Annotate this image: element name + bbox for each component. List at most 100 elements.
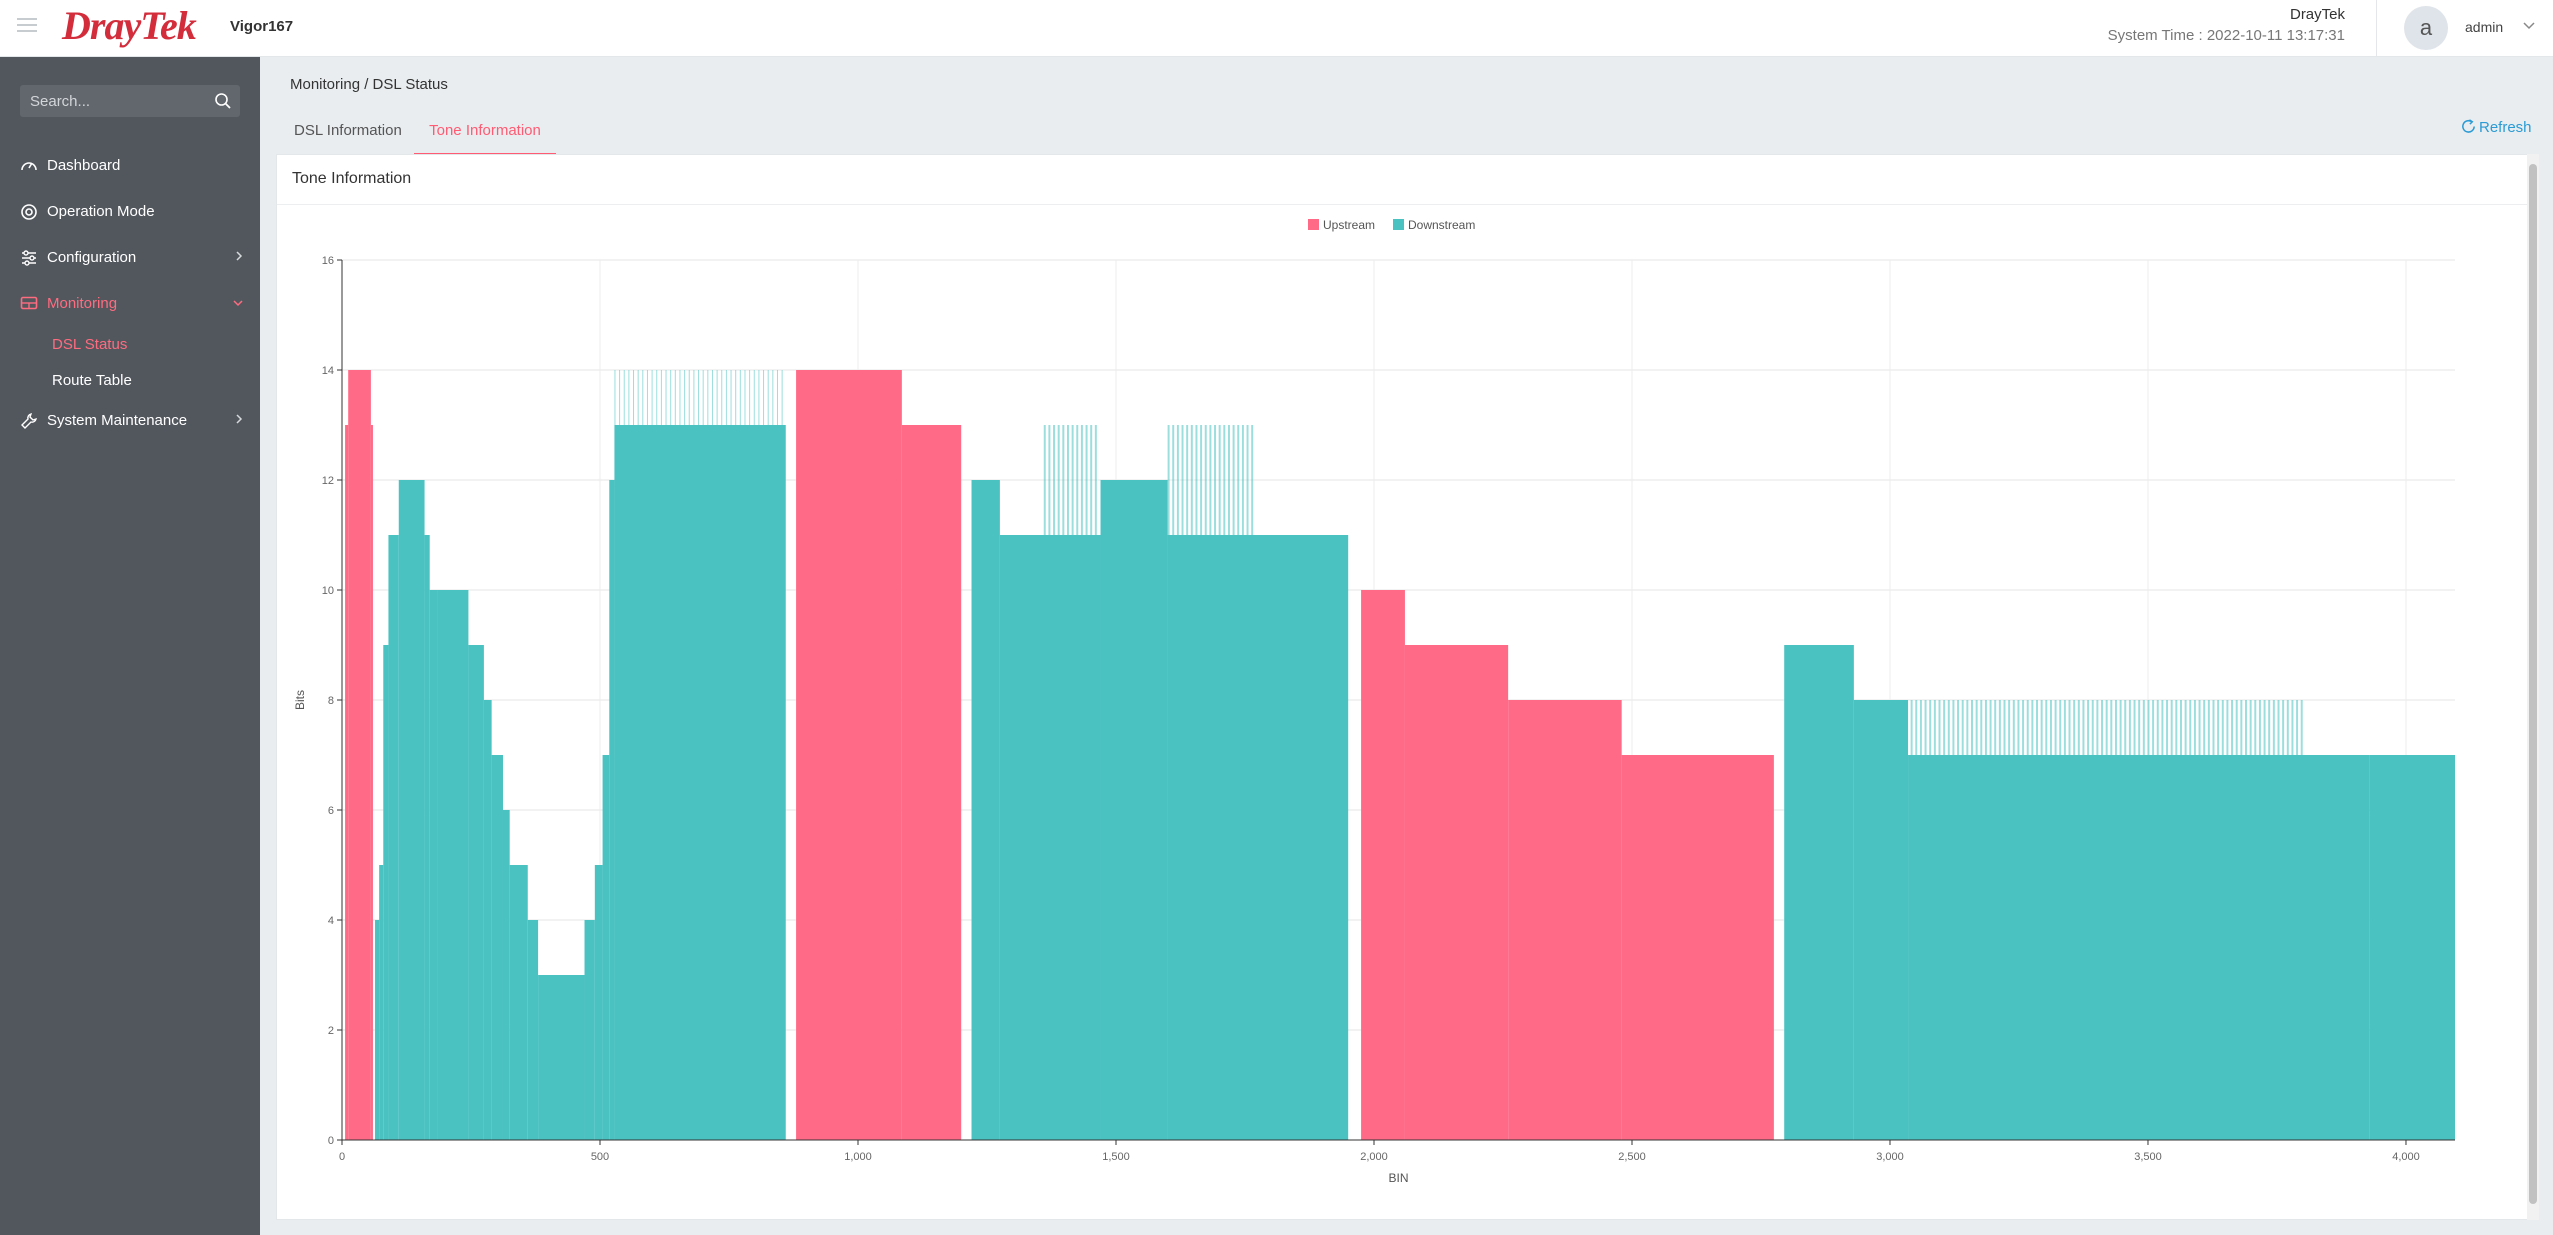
downstream-bar [999, 535, 1101, 1140]
y-tick-label: 16 [322, 255, 334, 267]
downstream-legend-label: Downstream [1408, 218, 1475, 232]
downstream-bar [388, 535, 399, 1140]
username[interactable]: admin [2465, 19, 2504, 35]
scrollbar-thumb[interactable] [2529, 164, 2537, 1204]
sidebar: Dashboard Operation Mode Configuration M… [0, 57, 260, 1235]
chart-legend: Upstream Downstream [1308, 218, 1475, 232]
upstream-bar [370, 425, 373, 1140]
upstream-bar [1404, 645, 1509, 1140]
chevron-right-icon [234, 250, 244, 265]
search-icon[interactable] [214, 92, 232, 110]
tab-dsl-information[interactable]: DSL Information [294, 113, 404, 153]
downstream-bar [491, 755, 503, 1140]
y-tick-label: 0 [328, 1135, 334, 1147]
monitor-icon [20, 296, 38, 310]
upstream-series [345, 370, 1774, 1140]
y-tick-label: 2 [328, 1025, 334, 1037]
chevron-down-icon [232, 296, 244, 311]
y-tick-label: 12 [322, 475, 334, 487]
menu-toggle-icon[interactable] [17, 18, 37, 38]
tab-tone-information[interactable]: Tone Information [414, 113, 556, 155]
device-model: Vigor167 [230, 18, 294, 35]
page-scrollbar[interactable] [2527, 154, 2539, 1220]
y-axis-label: Bits [293, 690, 307, 710]
upstream-bar [1361, 590, 1405, 1140]
wrench-icon [21, 413, 37, 429]
downstream-bar [424, 535, 430, 1140]
x-tick-label: 2,500 [1618, 1151, 1646, 1163]
downstream-bar [437, 590, 469, 1140]
device-name: DrayTek [2289, 6, 2345, 23]
sidebar-item-dashboard[interactable]: Dashboard [0, 146, 260, 186]
sidebar-subitem-dsl-status[interactable]: DSL Status [52, 336, 128, 353]
downstream-bar [502, 810, 510, 1140]
sidebar-item-label: Configuration [47, 249, 137, 266]
downstream-series [375, 370, 2455, 1140]
downstream-bar [609, 480, 615, 1140]
downstream-bar [584, 920, 595, 1140]
gauge-icon [21, 162, 37, 171]
x-tick-label: 0 [339, 1151, 345, 1163]
search-box[interactable] [20, 85, 240, 117]
y-tick-label: 4 [328, 915, 334, 927]
sidebar-item-label: Operation Mode [47, 203, 155, 220]
chevron-down-icon[interactable] [2522, 18, 2536, 35]
x-tick-label: 1,500 [1102, 1151, 1130, 1163]
refresh-button[interactable]: Refresh [2460, 118, 2532, 136]
upstream-bar [1508, 700, 1622, 1140]
upstream-bar [1621, 755, 1774, 1140]
operation-mode-icon [21, 204, 37, 220]
breadcrumb: Monitoring / DSL Status [290, 76, 448, 93]
refresh-label: Refresh [2479, 119, 2532, 136]
downstream-bar [429, 590, 438, 1140]
downstream-bar [2369, 755, 2455, 1140]
downstream-bar [468, 645, 484, 1140]
sidebar-item-label: System Maintenance [47, 412, 188, 429]
upstream-bar [796, 370, 902, 1140]
downstream-bar [538, 975, 585, 1140]
sidebar-item-system-maintenance[interactable]: System Maintenance [0, 401, 260, 441]
refresh-icon [2462, 119, 2475, 133]
upstream-bar [901, 425, 962, 1140]
tab-label: Tone Information [429, 122, 541, 139]
search-input[interactable] [20, 85, 220, 117]
sidebar-item-operation-mode[interactable]: Operation Mode [0, 192, 260, 232]
top-header: DrayTek Vigor167 DrayTek System Time : 2… [0, 0, 2553, 57]
system-time: System Time : 2022-10-11 13:17:31 [2107, 27, 2345, 44]
x-axis-label: BIN [1388, 1171, 1408, 1185]
x-tick-label: 500 [591, 1151, 609, 1163]
upstream-legend-label: Upstream [1323, 218, 1375, 232]
tab-label: DSL Information [294, 122, 402, 139]
x-tick-label: 3,500 [2134, 1151, 2162, 1163]
x-tick-label: 3,000 [1876, 1151, 1904, 1163]
downstream-bar [614, 425, 786, 1140]
upstream-bar [345, 425, 349, 1140]
upstream-bar [348, 370, 371, 1140]
downstream-bar [383, 645, 389, 1140]
sidebar-item-label: Dashboard [47, 157, 121, 174]
y-tick-label: 14 [322, 365, 334, 377]
sidebar-item-configuration[interactable]: Configuration [0, 238, 260, 278]
downstream-bar [1908, 755, 2370, 1140]
sidebar-item-label: Monitoring [47, 295, 118, 312]
y-tick-label: 10 [322, 585, 334, 597]
downstream-bar [1100, 480, 1168, 1140]
brand-logo: DrayTek [62, 3, 197, 48]
y-tick-label: 8 [328, 695, 334, 707]
downstream-bar [483, 700, 492, 1140]
downstream-bar [971, 480, 1000, 1140]
x-tick-label: 4,000 [2392, 1151, 2420, 1163]
avatar[interactable]: a [2404, 6, 2448, 50]
sidebar-item-monitoring[interactable]: Monitoring [0, 284, 260, 324]
y-tick-label: 6 [328, 805, 334, 817]
panel-header: Tone Information [277, 155, 2528, 205]
sliders-icon [22, 250, 36, 266]
downstream-bar [1784, 645, 1854, 1140]
header-divider [2376, 0, 2377, 57]
tone-chart: 0 2 4 6 8 10 12 14 16 0 500 1,000 1,500 2,000 2,500 3,0… [293, 218, 2455, 1185]
sidebar-subitem-route-table[interactable]: Route Table [52, 372, 132, 389]
downstream-bar [375, 920, 380, 1140]
downstream-bar [1167, 535, 1349, 1140]
downstream-bar [379, 865, 384, 1140]
panel-title: Tone Information [292, 170, 412, 187]
